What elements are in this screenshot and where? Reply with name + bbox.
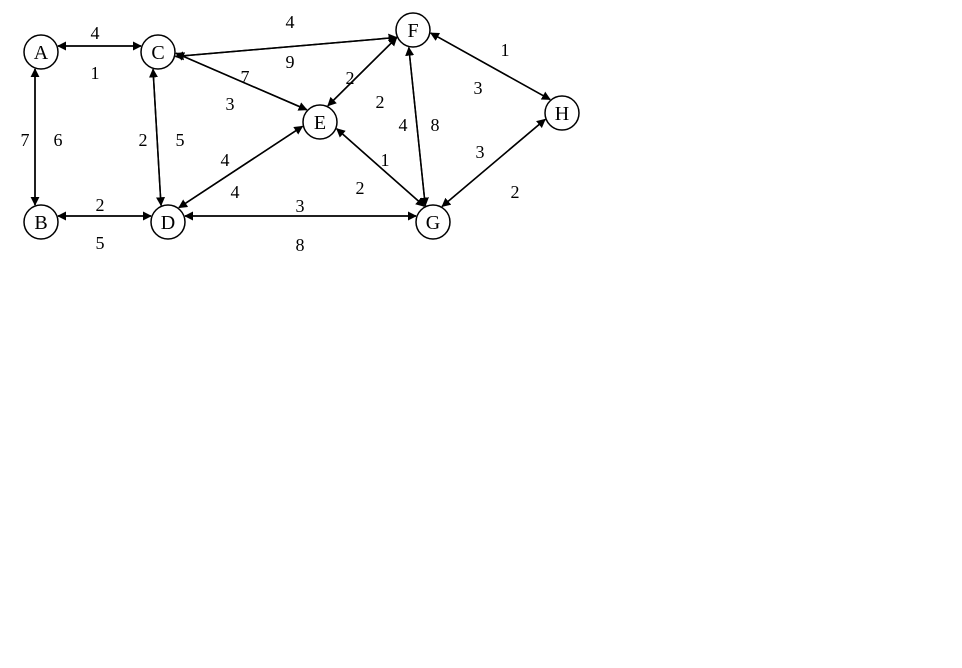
edge-weight-E-F: 2 [346, 68, 355, 88]
edge-weight-D-G: 3 [296, 196, 305, 216]
node-D: D [151, 205, 185, 239]
edge-weight-A-C: 4 [91, 23, 100, 43]
edge-weight-A-B: 7 [21, 130, 30, 150]
edge-weight-G-E: 2 [356, 178, 365, 198]
node-H: H [545, 96, 579, 130]
edge-weight-G-H: 3 [476, 142, 485, 162]
edge-weight-D-C: 5 [176, 130, 185, 150]
edge-weight-C-F: 9 [286, 52, 295, 72]
edge-weight-H-F: 3 [474, 78, 483, 98]
edge-G-F [409, 48, 425, 206]
edge-weight-E-G: 1 [381, 150, 390, 170]
edge-weight-G-F: 8 [431, 115, 440, 135]
edge-weight-H-G: 2 [511, 182, 520, 202]
edge-D-C [153, 69, 161, 205]
edge-H-F [431, 33, 550, 99]
node-F: F [396, 13, 430, 47]
edge-weight-C-E: 7 [241, 67, 250, 87]
node-label-F: F [407, 20, 418, 42]
edge-weight-B-D: 2 [96, 195, 105, 215]
edge-weight-F-E: 2 [376, 92, 385, 112]
node-A: A [24, 35, 58, 69]
edge-weight-E-C: 3 [226, 94, 235, 114]
node-label-D: D [161, 212, 175, 234]
node-label-E: E [314, 112, 326, 134]
edge-weight-G-D: 8 [296, 235, 305, 255]
edge-weight-D-E: 4 [221, 150, 230, 170]
node-label-G: G [426, 212, 440, 234]
node-label-A: A [34, 42, 49, 64]
edge-weight-F-H: 1 [501, 40, 510, 60]
edge-H-G [442, 119, 545, 206]
edge-weight-E-D: 4 [231, 182, 240, 202]
node-B: B [24, 205, 58, 239]
node-C: C [141, 35, 175, 69]
edge-weight-C-D: 2 [139, 130, 148, 150]
node-label-B: B [34, 212, 47, 234]
node-label-H: H [555, 103, 569, 125]
edge-weight-F-G: 4 [399, 115, 408, 135]
graph-diagram: 41762525734494221238481332 ABCDEFGH [0, 0, 962, 668]
node-E: E [303, 105, 337, 139]
edge-F-E [328, 38, 397, 106]
edge-weight-B-A: 6 [54, 130, 63, 150]
edge-weight-F-C: 4 [286, 12, 295, 32]
edge-weight-C-A: 1 [91, 63, 100, 83]
node-G: G [416, 205, 450, 239]
edge-weight-D-B: 5 [96, 233, 105, 253]
node-label-C: C [151, 42, 164, 64]
edge-E-D [179, 126, 303, 207]
